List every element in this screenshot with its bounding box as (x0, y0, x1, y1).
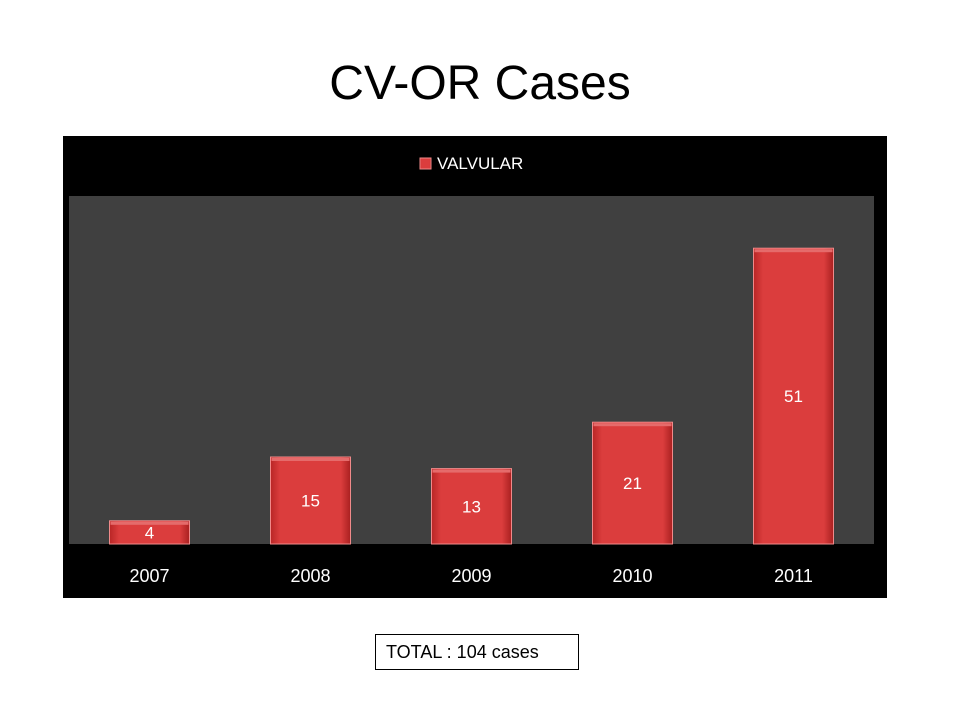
value-label-2011: 51 (784, 387, 803, 406)
bar-top-highlight-2008 (271, 458, 350, 461)
chart-area: VALVULAR 4 15 13 21 51 2007 2008 2009 2010 2011 (63, 136, 887, 598)
bar-top-highlight-2007 (110, 521, 189, 525)
x-tick-label-2007: 2007 (129, 566, 169, 586)
bar-top-highlight-2011 (754, 249, 833, 253)
bar-top-highlight-2009 (432, 469, 511, 473)
bar-chart: VALVULAR 4 15 13 21 51 2007 2008 2009 2010 2011 (69, 154, 874, 586)
x-tick-label-2010: 2010 (612, 566, 652, 586)
value-label-2007: 4 (145, 523, 154, 542)
page-title: CV-OR Cases (329, 57, 631, 110)
legend: VALVULAR (419, 154, 523, 173)
bar-2008 (270, 456, 351, 545)
bar-2011 (753, 247, 834, 545)
total-cases-box: TOTAL : 104 cases (375, 634, 579, 670)
bars-group (109, 247, 834, 545)
value-labels-group: 4 15 13 21 51 (145, 387, 803, 542)
value-label-2008: 15 (301, 492, 320, 511)
legend-label-valvular: VALVULAR (437, 154, 523, 173)
bar-top-highlight-2010 (593, 423, 672, 427)
value-label-2010: 21 (623, 474, 642, 493)
value-label-2009: 13 (462, 497, 481, 516)
x-tick-label-2008: 2008 (290, 566, 330, 586)
bar-2009 (431, 468, 512, 545)
legend-swatch (419, 157, 432, 170)
x-tick-label-2011: 2011 (774, 566, 813, 586)
bar-2010 (592, 421, 673, 545)
x-axis-tick-labels: 2007 2008 2009 2010 2011 (129, 566, 812, 586)
bar-2007 (109, 520, 190, 545)
x-tick-label-2009: 2009 (451, 566, 491, 586)
